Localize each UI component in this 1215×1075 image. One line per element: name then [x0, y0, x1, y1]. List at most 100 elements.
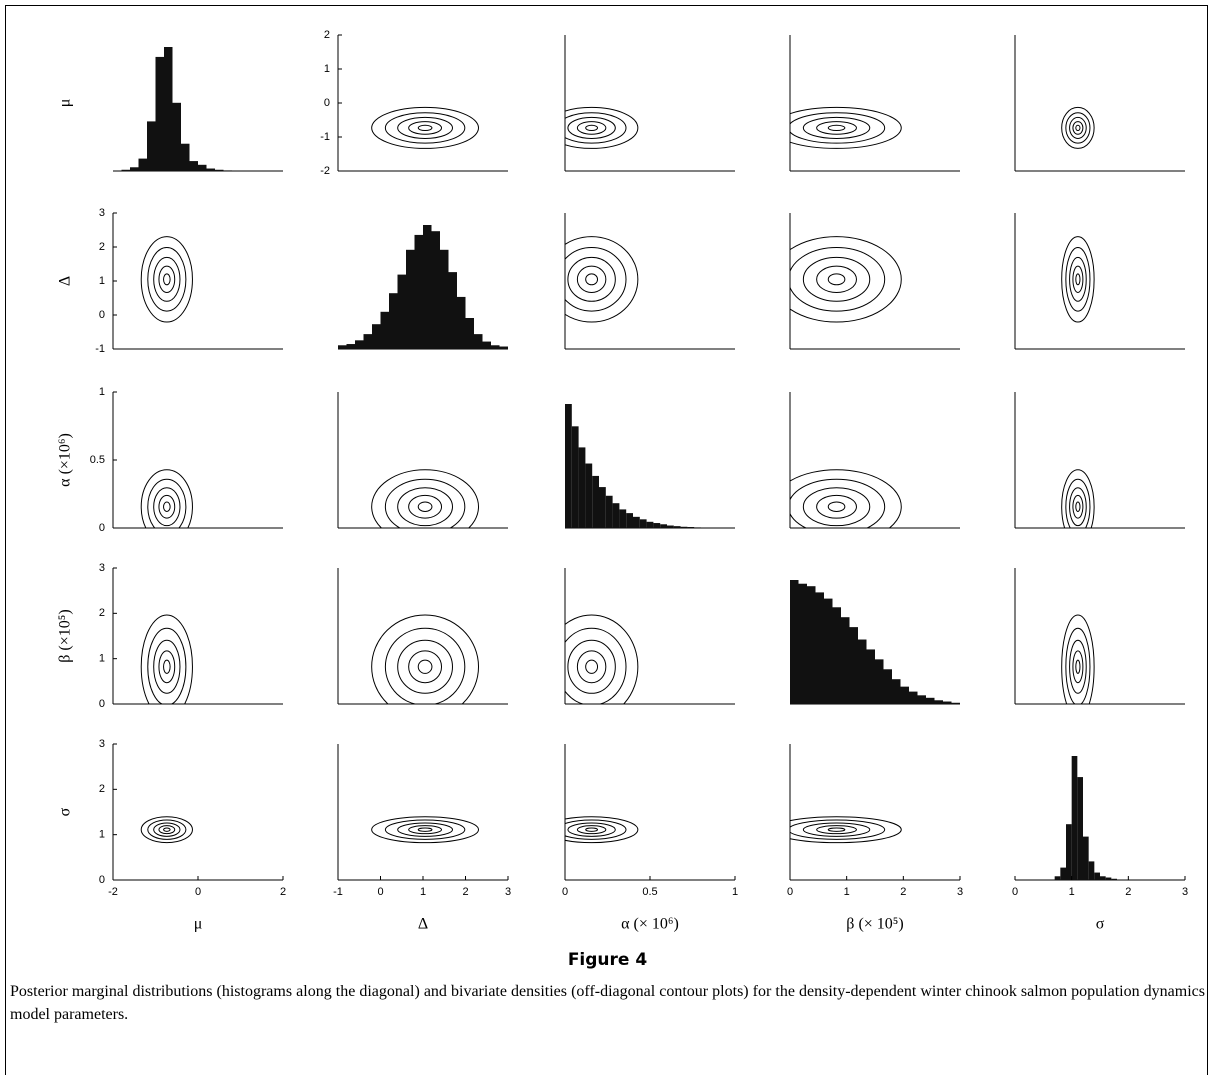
y-axis-label: Δ	[57, 276, 74, 286]
contour	[1065, 478, 1091, 528]
contour-group	[1061, 614, 1095, 704]
y-axis-label: μ	[57, 99, 74, 108]
x-tick-label: 0	[787, 886, 793, 898]
contour	[147, 247, 187, 312]
contour	[827, 827, 846, 832]
contour	[158, 494, 176, 519]
contour	[1065, 112, 1091, 144]
histogram-bar	[667, 525, 674, 528]
contour	[790, 469, 902, 528]
contour	[158, 265, 176, 293]
contour	[1069, 256, 1087, 302]
x-tick-label: -2	[108, 886, 118, 898]
contour	[371, 816, 480, 844]
contour-group	[790, 469, 902, 528]
histogram-bar	[457, 296, 466, 349]
histogram-bar	[626, 513, 633, 528]
histogram-bar	[798, 583, 807, 704]
x-axis-label: α (× 10⁶)	[621, 916, 679, 933]
histogram-bar	[565, 404, 572, 528]
histogram-bar	[900, 686, 909, 704]
contour	[827, 273, 846, 286]
contour	[585, 827, 599, 832]
histogram-bar	[423, 225, 432, 349]
contour	[802, 487, 871, 527]
y-tick-label: 0	[99, 522, 105, 534]
contour	[163, 827, 171, 832]
x-tick-label: 3	[1182, 886, 1188, 898]
contour	[417, 124, 433, 132]
histogram-bar	[883, 669, 892, 704]
contour-group	[565, 816, 639, 844]
contour	[384, 627, 466, 704]
contour-group	[371, 106, 480, 149]
x-axis-label: β (× 10⁵)	[846, 916, 903, 933]
histogram-bar	[917, 695, 926, 704]
contour-group	[140, 236, 193, 323]
contour-group	[140, 614, 193, 704]
contour	[153, 487, 181, 527]
histogram-bar	[807, 586, 816, 704]
contour	[816, 121, 857, 135]
y-tick-label: 3	[99, 738, 105, 750]
contour	[565, 816, 639, 844]
contour	[147, 478, 187, 528]
histogram-bar	[943, 701, 952, 704]
histogram-bar	[465, 318, 474, 349]
histogram-bar	[440, 249, 449, 349]
x-tick-label: 2	[280, 886, 286, 898]
histogram-bar	[206, 168, 215, 171]
contour	[1075, 501, 1081, 512]
figure-label: Figure 4	[567, 950, 648, 970]
histogram-bar	[951, 702, 960, 704]
x-axis-label: Δ	[418, 916, 428, 933]
histogram-bar	[372, 324, 381, 349]
contour-group	[371, 469, 479, 528]
x-tick-label: 3	[957, 886, 963, 898]
contour-group	[1061, 469, 1095, 528]
x-tick-label: 0.5	[642, 886, 657, 898]
contour	[790, 247, 886, 312]
x-axis-label: μ	[194, 916, 203, 933]
histogram-bar	[121, 169, 130, 171]
contour	[565, 627, 627, 704]
histogram-bar	[687, 527, 695, 528]
contour	[384, 819, 466, 840]
histogram-bar	[633, 516, 640, 528]
histogram-bar	[181, 143, 190, 171]
histogram-bar	[892, 679, 901, 704]
histogram-bar	[1100, 876, 1106, 880]
x-tick-label: 1	[1069, 886, 1075, 898]
histogram-bar	[612, 503, 620, 528]
contour	[1069, 487, 1087, 527]
histogram-bar	[815, 592, 824, 704]
histogram-bar	[355, 340, 364, 349]
histogram-bar	[673, 526, 681, 528]
histogram-bar	[138, 158, 147, 171]
histogram-bar	[172, 102, 181, 171]
contour	[585, 273, 599, 286]
contour	[1075, 659, 1081, 674]
y-tick-label: 0	[99, 698, 105, 710]
contour	[140, 469, 193, 528]
histogram-bar	[1094, 872, 1100, 880]
histogram-bar	[866, 649, 875, 704]
histogram-bar	[1054, 876, 1061, 880]
y-tick-label: 3	[99, 207, 105, 219]
contour	[397, 639, 453, 694]
histogram-bar	[605, 495, 613, 528]
contour	[1072, 650, 1084, 684]
histogram-bar	[1111, 878, 1117, 880]
contour	[153, 822, 181, 837]
contour	[827, 501, 846, 512]
histogram-bar	[474, 334, 483, 349]
contour	[371, 106, 480, 149]
y-tick-label: 0.5	[90, 454, 105, 466]
y-tick-label: 0	[324, 97, 330, 109]
contour	[816, 825, 857, 835]
histogram-bar	[619, 509, 627, 528]
histogram-bar	[482, 341, 491, 349]
contour	[408, 494, 443, 519]
y-tick-label: 2	[324, 29, 330, 41]
